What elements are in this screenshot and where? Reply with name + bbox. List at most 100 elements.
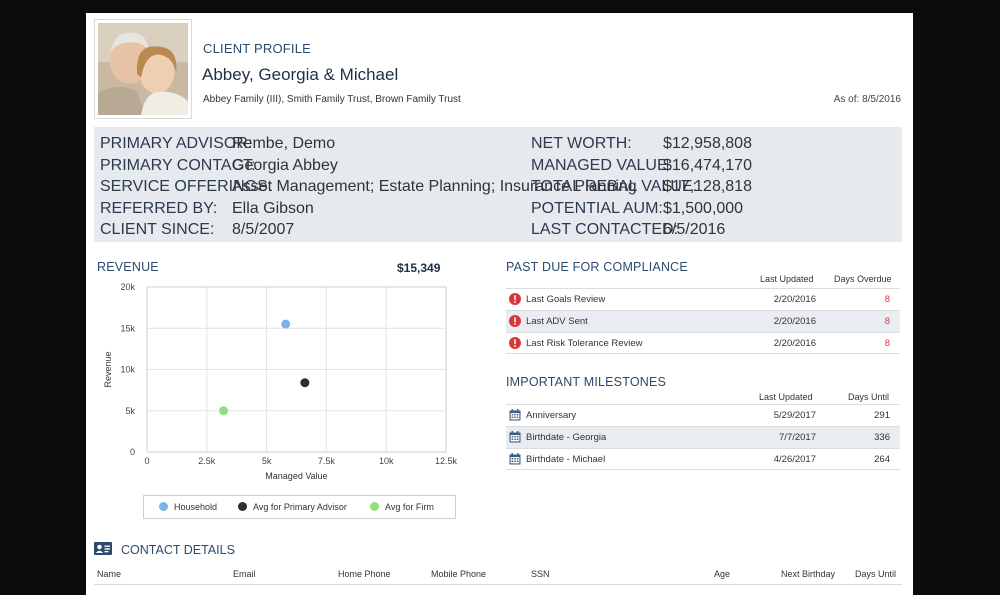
info-value-primary-advisor: Rembe, Demo [232,135,336,152]
compliance-title: PAST DUE FOR COMPLIANCE [506,260,688,274]
legend-item-household[interactable]: Household [159,502,217,512]
x-tick-label: 10k [379,456,394,466]
y-tick-label: 20k [120,282,135,292]
milestone-updated: 7/7/2017 [779,432,816,443]
legend-dot-firm [370,502,379,511]
compliance-item-name: Last ADV Sent [526,316,588,327]
contact-details-title: CONTACT DETAILS [121,543,235,557]
compliance-table: Last Goals Review 2/20/2016 8 Last ADV S… [506,288,900,354]
milestone-name: Birthdate - Georgia [526,432,607,443]
revenue-total: $15,349 [397,261,441,275]
contact-card-icon [94,542,112,555]
milestone-days: 264 [874,454,890,465]
milestone-updated: 5/29/2017 [773,410,816,421]
y-tick-label: 10k [120,365,135,375]
milestone-row[interactable]: Anniversary 5/29/2017 291 [506,404,900,426]
y-tick-label: 0 [130,447,135,457]
client-photo [94,19,192,119]
y-axis-label: Revenue [103,351,113,387]
calendar-icon [509,409,521,421]
milestones-title: IMPORTANT MILESTONES [506,375,667,389]
info-label-primary-advisor: PRIMARY ADVISOR: [100,135,253,152]
contact-table-divider [94,584,902,585]
alert-circle-icon [509,315,521,327]
milestone-days: 336 [874,432,890,443]
info-label-client-since: CLIENT SINCE: [100,221,215,238]
legend-item-primary-advisor[interactable]: Avg for Primary Advisor [238,502,347,512]
client-profile-card: CLIENT PROFILE Abbey, Georgia & Michael … [86,13,913,595]
page-eyebrow: CLIENT PROFILE [203,41,312,56]
alert-circle-icon [509,293,521,305]
legend-dot-household [159,502,168,511]
milestone-row[interactable]: Birthdate - Michael 4/26/2017 264 [506,448,900,470]
scatter-point [219,406,229,416]
info-value-primary-contact: Georgia Abbey [232,157,338,174]
info-value-total-rebal-value: $17,128,818 [663,178,752,195]
compliance-item-name: Last Risk Tolerance Review [526,338,643,349]
info-label-primary-contact: PRIMARY CONTACT: [100,157,256,174]
compliance-row[interactable]: Last Goals Review 2/20/2016 8 [506,288,900,310]
compliance-item-updated: 2/20/2016 [773,316,816,327]
compliance-item-days: 8 [884,316,890,327]
info-value-client-since: 8/5/2007 [232,221,295,238]
contact-col-days-until[interactable]: Days Until [855,569,897,579]
contact-col-ssn[interactable]: SSN [531,569,550,579]
calendar-icon [509,431,521,443]
contact-col-mobile-phone[interactable]: Mobile Phone [431,569,487,579]
scatter-point [281,319,291,329]
info-label-last-contacted: LAST CONTACTED: [531,221,678,238]
legend-label-household: Household [174,502,218,512]
client-name: Abbey, Georgia & Michael [202,65,399,84]
x-axis-label: Managed Value [265,471,327,481]
y-tick-label: 5k [125,406,135,416]
x-tick-label: 2.5k [198,456,216,466]
contact-col-next-birthday[interactable]: Next Birthday [781,569,836,579]
milestones-table: Anniversary 5/29/2017 291 Birthdate - Ge… [506,404,900,470]
info-value-last-contacted: 6/5/2016 [663,221,726,238]
compliance-item-days: 8 [884,294,890,305]
chart-legend: Household Avg for Primary Advisor Avg fo… [143,495,456,519]
info-value-net-worth: $12,958,808 [663,135,752,152]
legend-dot-primary-advisor [238,502,247,511]
compliance-item-updated: 2/20/2016 [773,338,816,349]
revenue-scatter-chart: 0 2.5k 5k 7.5k 10k 12.5k 0 5k 10k 15k 20k Managed V… [103,282,458,481]
contact-col-age[interactable]: Age [714,569,731,579]
compliance-row[interactable]: Last ADV Sent 2/20/2016 8 [506,310,900,332]
info-label-service-offerings: SERVICE OFFERINGS: [100,178,273,195]
x-tick-label: 5k [262,456,272,466]
legend-label-firm: Avg for Firm [385,502,434,512]
info-label-referred-by: REFERRED BY: [100,200,218,217]
contact-col-name[interactable]: Name [97,569,122,579]
milestone-row[interactable]: Birthdate - Georgia 7/7/2017 336 [506,426,900,448]
info-value-service-offerings: Asset Management; Estate Planning; Insur… [232,178,637,195]
y-tick-label: 15k [120,323,135,333]
info-value-managed-value: $16,474,170 [663,157,752,174]
info-label-potential-aum: POTENTIAL AUM: [531,200,663,217]
compliance-col-days: Days Overdue [834,274,892,284]
client-entities: Abbey Family (III), Smith Family Trust, … [203,94,461,105]
client-info-panel: PRIMARY ADVISOR: Rembe, Demo PRIMARY CON… [94,127,902,242]
milestone-updated: 4/26/2017 [773,454,816,465]
as-of-date: As of: 8/5/2016 [833,94,901,105]
info-value-potential-aum: $1,500,000 [663,200,744,217]
info-value-referred-by: Ella Gibson [232,200,314,217]
legend-item-firm[interactable]: Avg for Firm [370,502,434,512]
alert-circle-icon [509,337,521,349]
x-tick-label: 7.5k [318,456,336,466]
info-label-net-worth: NET WORTH: [531,135,632,152]
compliance-item-name: Last Goals Review [526,294,606,305]
contact-col-home-phone[interactable]: Home Phone [338,569,391,579]
client-photo-image [98,23,188,115]
compliance-row[interactable]: Last Risk Tolerance Review 2/20/2016 8 [506,332,900,354]
info-label-managed-value: MANAGED VALUE: [531,157,673,174]
info-label-total-rebal-value: TOTAL REBAL VALUE: [531,178,697,195]
milestone-name: Birthdate - Michael [526,454,606,465]
compliance-item-updated: 2/20/2016 [773,294,816,305]
legend-label-primary-advisor: Avg for Primary Advisor [253,502,347,512]
milestones-col-days: Days Until [848,392,890,402]
milestone-name: Anniversary [526,410,577,421]
milestones-col-updated: Last Updated [759,392,813,402]
x-tick-label: 12.5k [435,456,458,466]
contact-col-email[interactable]: Email [233,569,256,579]
scatter-point [300,378,310,388]
